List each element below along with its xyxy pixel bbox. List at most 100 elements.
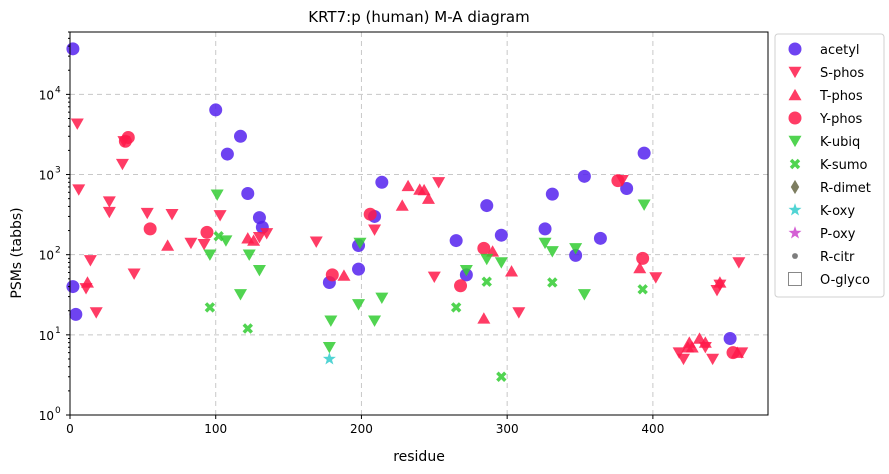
data-point	[165, 208, 179, 221]
data-point	[706, 353, 720, 366]
series-k-ubiq	[203, 189, 651, 354]
data-point	[209, 103, 223, 117]
y-tick-exponent: 3	[55, 166, 61, 176]
data-point	[723, 332, 737, 346]
legend-label: T-phos	[819, 89, 863, 104]
data-point	[459, 265, 473, 277]
data-point	[70, 118, 84, 130]
legend-marker	[788, 42, 802, 56]
series-acetyl	[66, 42, 737, 346]
legend-marker	[789, 158, 801, 170]
data-point	[197, 239, 211, 251]
legend-label: S-phos	[820, 66, 864, 81]
data-point	[545, 246, 559, 258]
data-point	[481, 276, 492, 287]
data-point	[260, 228, 274, 240]
data-point	[203, 249, 217, 261]
x-tick-label: 100	[204, 422, 227, 436]
legend-label: K-ubiq	[820, 135, 860, 150]
legend: acetyl S-phos T-phos Y-phos K-ubiq K-sumo R-di…	[774, 33, 885, 298]
data-point	[636, 251, 650, 265]
data-point	[577, 289, 591, 301]
data-point	[637, 284, 648, 295]
legend-label: O-glyco	[820, 273, 870, 288]
legend-marker	[788, 135, 802, 148]
data-point	[569, 248, 583, 262]
data-point	[220, 147, 234, 161]
series-k-sumo	[204, 231, 648, 382]
data-point	[676, 353, 690, 366]
data-point	[454, 279, 468, 293]
legend-marker	[788, 111, 802, 125]
legend-marker	[788, 272, 802, 286]
data-point	[72, 184, 86, 196]
data-point	[538, 222, 552, 236]
data-point	[494, 257, 508, 269]
grid-lines	[70, 32, 768, 415]
legend-item	[792, 253, 798, 259]
data-point	[352, 299, 366, 311]
legend-label: acetyl	[820, 43, 860, 58]
y-tick-label: 10	[39, 88, 54, 102]
data-point	[494, 228, 508, 242]
data-point	[121, 130, 135, 144]
legend-marker	[788, 226, 802, 239]
data-point	[352, 262, 366, 276]
legend-item	[788, 135, 802, 148]
legend-item	[789, 158, 801, 170]
x-tick-label: 0	[66, 422, 74, 436]
data-point	[252, 232, 266, 244]
data-point	[375, 175, 389, 189]
y-tick-label: 10	[39, 169, 54, 183]
data-point	[140, 207, 154, 220]
data-point	[324, 315, 338, 327]
data-point	[363, 207, 377, 221]
y-tick-exponent: 2	[55, 246, 61, 256]
data-point	[685, 341, 699, 353]
data-point	[421, 192, 435, 204]
legend-item	[788, 111, 802, 125]
data-point	[161, 239, 175, 251]
legend-label: Y-phos	[819, 112, 863, 127]
series-y-phos	[118, 130, 740, 360]
data-point	[66, 42, 80, 56]
data-point	[512, 307, 526, 319]
y-tick-exponent: 4	[55, 85, 61, 95]
y-tick-exponent: 1	[55, 326, 61, 336]
legend-label: R-dimet	[820, 181, 871, 196]
data-point	[577, 169, 591, 183]
legend-item	[788, 88, 802, 101]
data-point	[450, 302, 462, 313]
data-point	[322, 352, 336, 365]
legend-item	[790, 179, 800, 195]
legend-marker	[788, 66, 802, 79]
data-point	[242, 323, 253, 334]
legend-marker	[792, 253, 798, 259]
legend-marker	[788, 88, 802, 101]
data-point	[732, 257, 746, 269]
plot-area-frame	[69, 31, 769, 416]
legend-label: K-sumo	[820, 158, 868, 173]
y-tick-label: 10	[39, 329, 54, 343]
data-point	[726, 346, 740, 360]
data-point	[693, 332, 707, 344]
data-point	[337, 269, 351, 281]
legend-label: R-citr	[820, 250, 855, 265]
legend-label: K-oxy	[820, 204, 855, 219]
legend-item	[788, 203, 802, 216]
data-point	[611, 174, 625, 188]
legend-label: P-oxy	[820, 227, 856, 242]
chart-title: KRT7:p (human) M-A diagram	[308, 8, 529, 26]
data-point	[547, 277, 558, 288]
legend-marker	[788, 203, 802, 216]
x-tick-label: 200	[350, 422, 373, 436]
series-t-phos	[80, 179, 744, 358]
data-point	[620, 181, 634, 195]
data-point	[241, 186, 255, 200]
series-k-oxy	[322, 352, 336, 365]
data-point	[593, 231, 607, 245]
data-point	[505, 265, 519, 277]
data-point	[69, 307, 83, 321]
data-point	[213, 231, 224, 242]
